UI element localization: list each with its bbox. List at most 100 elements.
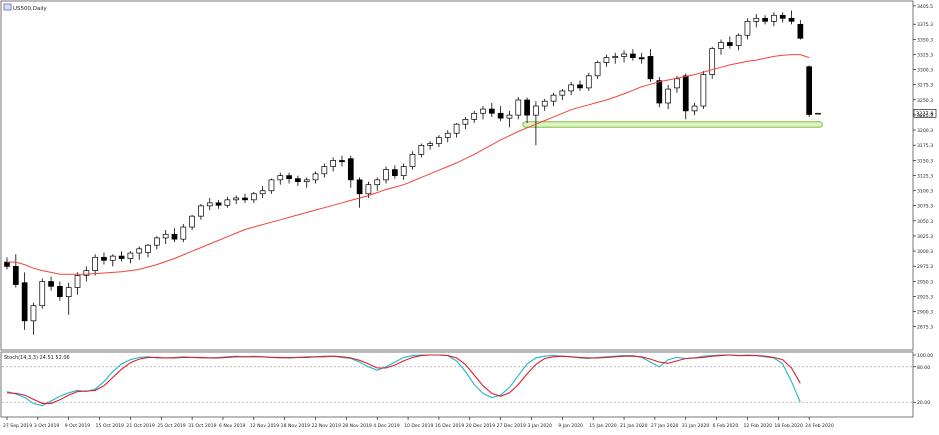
candle-up xyxy=(744,20,751,36)
candle-down xyxy=(392,169,398,176)
date-tick-label: 31 Jan 2020 xyxy=(682,423,710,429)
candle-down xyxy=(779,14,786,19)
date-tick-label: 21 Oct 2019 xyxy=(126,423,154,429)
candle-up xyxy=(233,197,240,201)
candle-up xyxy=(154,237,160,246)
price-tick-label: 3275.3 xyxy=(917,83,933,89)
candle-up xyxy=(718,42,724,49)
candle-up xyxy=(559,90,566,96)
price-tick-label: 3125.3 xyxy=(917,173,933,179)
candle-down xyxy=(656,80,663,104)
candle-up xyxy=(224,199,231,206)
date-tick-label: 20 Dec 2019 xyxy=(466,423,495,429)
candle-up xyxy=(674,78,680,89)
candle-up xyxy=(568,84,575,92)
candle-up xyxy=(109,255,116,261)
candle-up xyxy=(198,205,204,217)
candle-up xyxy=(127,252,134,259)
price-tick-label: 2975.3 xyxy=(917,264,933,270)
candle-down xyxy=(762,17,768,22)
stoch-series-line xyxy=(6,354,801,407)
candle-down xyxy=(497,112,504,119)
date-tick-label: 28 Nov 2019 xyxy=(342,423,371,429)
price-tick-label: 2900.3 xyxy=(917,310,933,316)
candle-down xyxy=(171,233,178,240)
price-tick-label: 3350.3 xyxy=(917,37,933,43)
candle-up xyxy=(550,94,557,102)
candle-down xyxy=(101,256,107,261)
candle-up xyxy=(330,160,337,167)
price-tick-label: 3225.3 xyxy=(917,113,933,119)
candle-down xyxy=(797,24,804,39)
candle-up xyxy=(444,132,451,138)
candle-up xyxy=(83,270,90,276)
candle-up xyxy=(436,137,442,144)
date-tick-label: 10 Dec 2019 xyxy=(404,423,433,429)
candle-up xyxy=(400,166,407,176)
candle-up xyxy=(383,169,389,181)
candle-up xyxy=(65,287,72,297)
stoch-tick-label: 20.00 xyxy=(917,400,930,406)
candle-down xyxy=(647,56,654,80)
candle-up xyxy=(277,175,284,181)
candle-down xyxy=(577,84,583,89)
candle-up xyxy=(418,145,425,155)
candle-up xyxy=(603,57,610,63)
candle-down xyxy=(118,255,125,259)
candle-up xyxy=(515,99,522,116)
date-tick-label: 15 Oct 2019 xyxy=(96,423,124,429)
price-tick-label: 3150.3 xyxy=(917,158,933,164)
x-axis: 27 Sep 2019 3 Oct 2019 9 Oct 2019 15 Oct 20… xyxy=(3,417,834,429)
candle-up xyxy=(162,233,169,239)
candle-up xyxy=(180,226,187,240)
candle-down xyxy=(806,66,813,115)
price-tick-label: 2875.3 xyxy=(917,325,933,331)
candle-up xyxy=(453,123,460,134)
price-tick-label: 3300.3 xyxy=(917,68,933,74)
date-tick-label: 3 Jan 2020 xyxy=(527,423,552,429)
candle-up xyxy=(136,248,143,254)
stoch-tick-label: 80.00 xyxy=(917,365,930,371)
price-layer xyxy=(4,10,823,335)
date-tick-label: 24 Feb 2020 xyxy=(805,423,834,429)
candle-up xyxy=(480,108,486,114)
candle-up xyxy=(709,48,716,75)
candle-up xyxy=(250,193,257,201)
candle-down xyxy=(347,158,354,181)
candle-down xyxy=(524,99,530,116)
support-zone xyxy=(522,121,823,128)
date-tick-label: 9 Oct 2019 xyxy=(65,423,91,429)
candle-down xyxy=(726,42,733,46)
candle-up xyxy=(585,75,592,89)
date-tick-label: 12 Nov 2019 xyxy=(250,423,279,429)
candle-up xyxy=(189,215,195,228)
date-tick-label: 16 Dec 2019 xyxy=(435,423,464,429)
candle-down xyxy=(356,179,363,195)
candle-up xyxy=(145,244,151,253)
last-price-label: 3227.8 xyxy=(916,111,934,117)
candle-down xyxy=(488,108,495,114)
y-axis: 3227.8 3405.5 3375.3 3350.3 3325.3 3300.3 3275… xyxy=(913,4,937,406)
date-tick-label: 12 Feb 2020 xyxy=(743,423,772,429)
date-tick-label: 6 Nov 2019 xyxy=(219,423,246,429)
candle-up xyxy=(735,34,742,46)
candle-down xyxy=(21,282,28,322)
candle-down xyxy=(788,17,795,22)
candle-down xyxy=(57,285,63,297)
stoch-layer xyxy=(2,354,912,407)
price-tick-label: 3025.3 xyxy=(917,234,933,240)
candle-up xyxy=(74,275,81,288)
candle-up xyxy=(427,143,433,146)
candle-up xyxy=(533,105,539,116)
candle-up xyxy=(506,114,513,119)
last-price-tag xyxy=(913,108,937,118)
candle-up xyxy=(594,62,601,77)
stoch-title: Stoch(14,3,3) 24.51 52.06 xyxy=(4,355,70,361)
candle-up xyxy=(374,179,381,186)
candle-up xyxy=(665,88,671,104)
candle-up xyxy=(815,112,821,115)
candle-up xyxy=(259,190,266,195)
date-tick-label: 22 Nov 2019 xyxy=(312,423,341,429)
date-tick-label: 27 Dec 2019 xyxy=(497,423,526,429)
